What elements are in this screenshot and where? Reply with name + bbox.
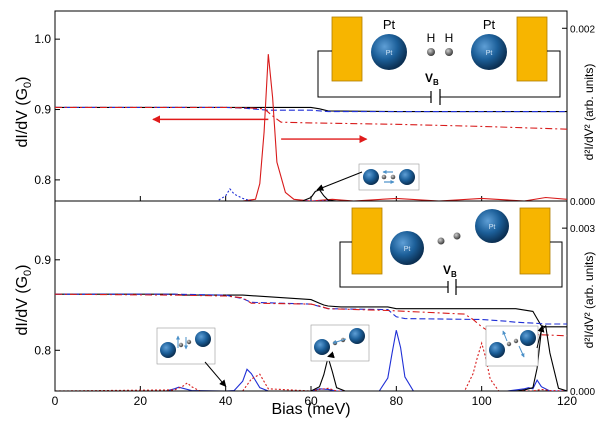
top-series-2-dashdot-line — [55, 106, 567, 130]
xtick-label: 20 — [134, 394, 148, 408]
bottom-pt-ball-text-right: Pt — [489, 224, 496, 231]
top-mode-h-2 — [390, 174, 396, 180]
bottom-mode-3-pt-right — [520, 330, 536, 346]
top-series-0-solid-line — [55, 106, 567, 113]
top-pt-ball-text-left: Pt — [386, 50, 393, 57]
top-circuit-wire-left — [317, 50, 431, 98]
bottom-left-electrode — [351, 207, 383, 275]
top-right-ytick-label: 0.002 — [570, 24, 595, 35]
bottom-vb-label: VB — [443, 263, 457, 279]
xtick-label: 60 — [304, 394, 318, 408]
bottom-pt-ball-text-left: Pt — [404, 246, 411, 253]
bot-series-4-dotted-line — [55, 341, 567, 391]
top-pt-ball-text-right: Pt — [486, 50, 493, 57]
bottom-circuit-wire-right — [456, 241, 563, 288]
top-h-label-2: H — [445, 31, 454, 45]
top-vb-label: VB — [425, 71, 439, 87]
bottom-mode-1-h-2 — [186, 339, 192, 345]
bottom-mode-inset-3 — [485, 325, 539, 367]
top-h-atom-2 — [445, 48, 453, 56]
bottom-right-electrode — [519, 207, 551, 275]
bottom-circuit-wire-left — [339, 241, 448, 288]
top-left-electrode — [331, 16, 363, 82]
bottom-mode-3-h-2 — [513, 338, 519, 344]
bot-series-0-solid-line — [55, 293, 567, 328]
top-ytick-label: 0.8 — [34, 173, 51, 187]
xtick-label: 80 — [390, 394, 404, 408]
bottom-mode-1-pt-right — [195, 331, 211, 347]
bottom-mode-1-h-1 — [178, 342, 184, 348]
bottom-pointer-arrow-1 — [204, 361, 227, 388]
bottom-pointer-arrow-2 — [327, 351, 335, 359]
top-pt-label-right: Pt — [483, 17, 496, 32]
bot-ytick-label: 0.8 — [34, 343, 51, 357]
top-series-1-dashed-line — [55, 106, 567, 113]
bottom-h-atom-1 — [437, 237, 445, 245]
top-mode-pt-right — [399, 169, 415, 185]
bot-right-ytick-label: 0.003 — [570, 224, 595, 235]
top-junction-inset: VB Pt Pt Pt Pt H H — [317, 16, 561, 105]
bottom-mode-3-arrow-1 — [502, 330, 508, 342]
bottom-pointer-arrow-3 — [536, 324, 545, 349]
top-ytick-label: 1.0 — [34, 32, 51, 46]
x-axis-label: Bias (meV) — [271, 401, 350, 418]
bottom-pt-atom-right — [475, 209, 509, 243]
top-series-3-solid-line — [55, 54, 567, 201]
top-mode-inset — [358, 163, 420, 191]
xtick-label: 0 — [52, 394, 59, 408]
top-mode-pt-left — [363, 169, 379, 185]
bottom-mode-2-pt-left — [314, 339, 330, 355]
top-y-axis-label: dI/dV (G0) — [14, 76, 34, 147]
bottom-mode-3-h-1 — [506, 341, 512, 347]
top-circuit-wire-right — [440, 50, 561, 98]
top-mode-h-1 — [381, 174, 387, 180]
top-pointer-arrow — [316, 171, 363, 191]
top-series-group — [55, 54, 567, 201]
bot-right-ytick-label: 0.000 — [570, 387, 595, 398]
bot-series-5-solid-line — [55, 324, 567, 391]
bottom-junction-inset: VB Pt Pt — [339, 207, 563, 295]
bottom-mode-3-pt-left — [489, 342, 505, 358]
top-right-electrode — [516, 16, 548, 82]
top-series-5-solid-line — [55, 189, 567, 201]
bottom-mode-inset-2 — [310, 324, 370, 362]
bottom-mode-2-arrow-1 — [332, 338, 347, 344]
bottom-axes: 0.8 0.9 0.000 0.003 0 20 40 60 80 100 120 — [34, 224, 595, 408]
xtick-label: 120 — [557, 394, 577, 408]
top-series-4-dotted-line — [55, 187, 567, 201]
top-h-atom-1 — [427, 48, 435, 56]
top-right-axis-label: d²I/dV² (arb. units) — [582, 64, 596, 161]
top-pt-atom-left — [371, 34, 407, 70]
bottom-right-axis-label: d²I/dV² (arb. units) — [582, 252, 596, 349]
bottom-mode-inset-1 — [156, 327, 216, 365]
top-pt-atom-right — [471, 34, 507, 70]
bottom-h-atom-2 — [453, 232, 461, 240]
bottom-mode-2-pt-right — [349, 328, 365, 344]
top-right-ytick-label: 0.000 — [570, 197, 595, 208]
top-ytick-label: 0.9 — [34, 103, 51, 117]
annotation-arrows — [152, 115, 545, 388]
top-pt-label-left: Pt — [383, 17, 396, 32]
bottom-mode-3-arrow-2 — [518, 345, 525, 358]
xtick-label: 40 — [219, 394, 233, 408]
bot-ytick-label: 0.9 — [34, 253, 51, 267]
top-axes: 0.8 0.9 1.0 0.000 0.002 — [34, 24, 595, 208]
top-h-label-1: H — [427, 31, 436, 45]
bottom-y-axis-label: dI/dV (G0) — [14, 264, 34, 335]
bottom-mode-1-pt-left — [160, 342, 176, 358]
xtick-label: 100 — [472, 394, 492, 408]
bottom-pt-atom-left — [390, 231, 424, 265]
